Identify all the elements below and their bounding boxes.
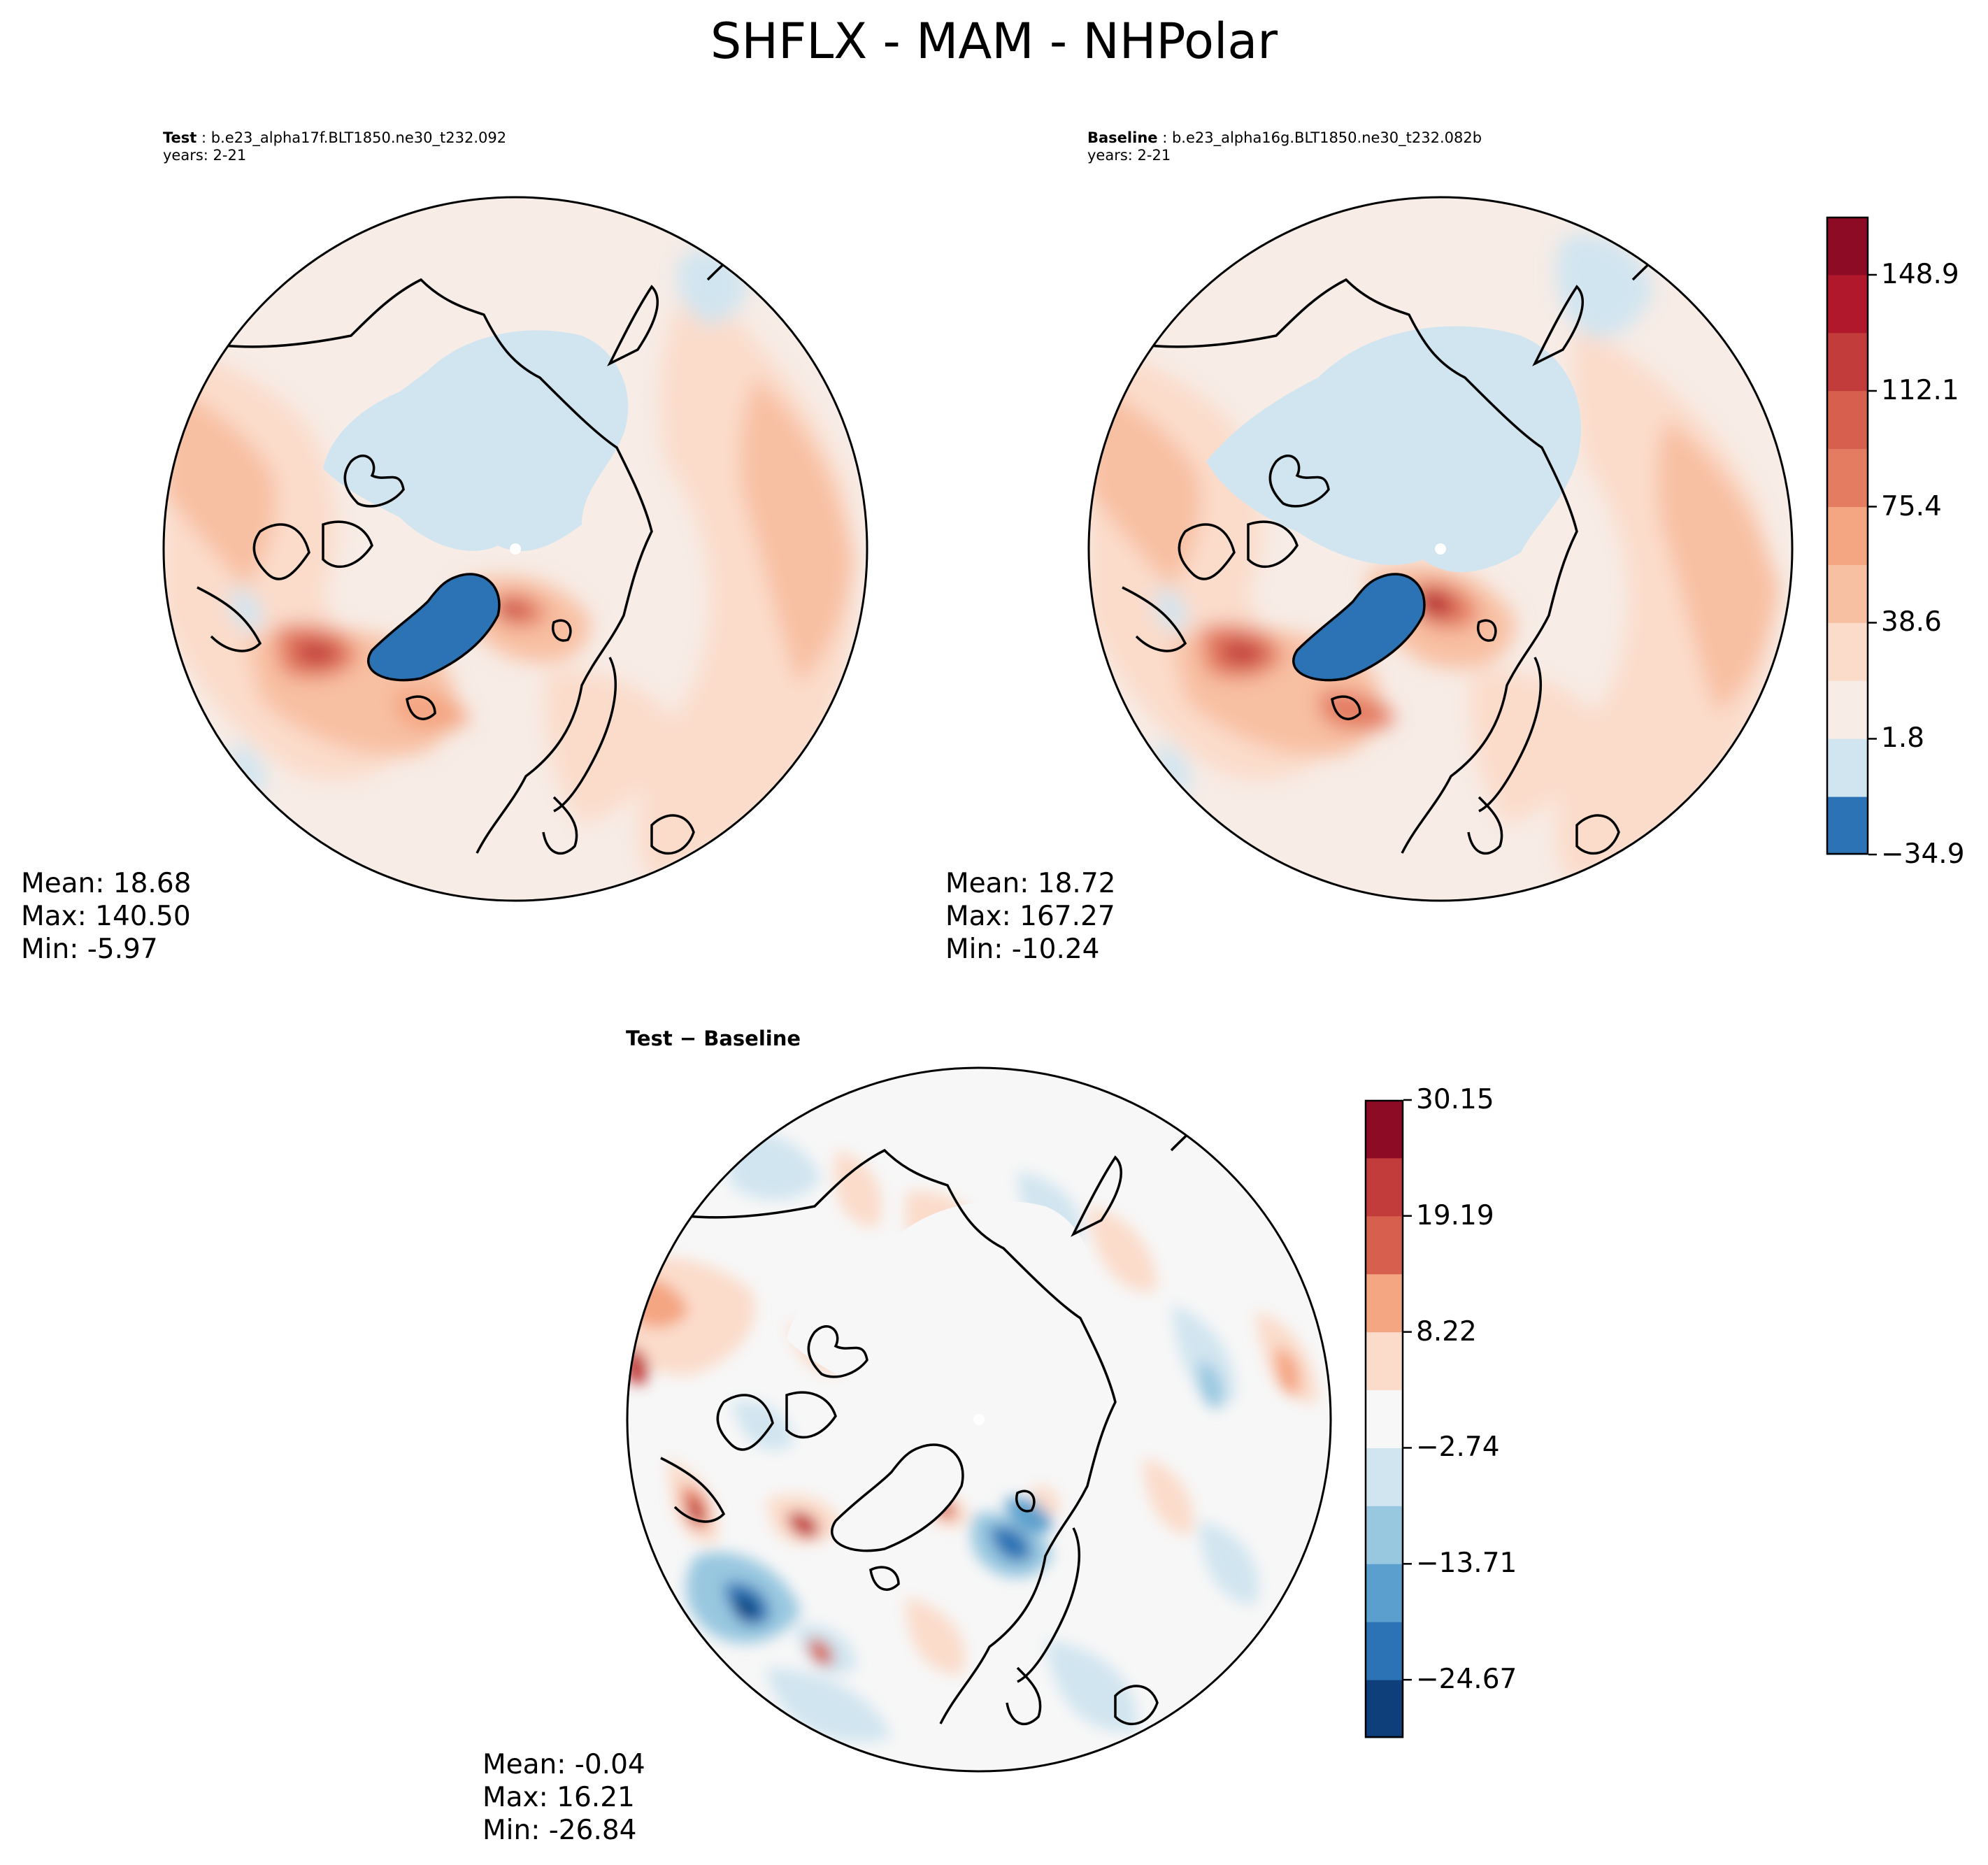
diff-map <box>626 1066 1332 1773</box>
main-colorbar-segment <box>1826 332 1868 392</box>
diff-colorbar-segment <box>1365 1622 1403 1680</box>
baseline-mean: Mean: 18.72 <box>945 868 1116 899</box>
diff-colorbar-segment <box>1365 1273 1403 1333</box>
main-colorbar-segment <box>1826 390 1868 450</box>
test-coastlines <box>196 243 750 855</box>
baseline-max: Max: 167.27 <box>945 901 1115 932</box>
figure-title: SHFLX - MAM - NHPolar <box>710 13 1278 70</box>
test-map-border <box>162 196 868 902</box>
main-colorbar-labels: 148.9 112.1 75.4 38.6 1.8 −34.9 <box>1881 217 1986 868</box>
main-colorbar-segment <box>1826 564 1868 623</box>
diff-map-border <box>626 1066 1332 1773</box>
diff-colorbar-segment <box>1365 1564 1403 1622</box>
main-colorbar <box>1826 216 1877 856</box>
main-colorbar-tick-label: 75.4 <box>1881 490 1942 522</box>
diff-coastlines <box>660 1114 1214 1725</box>
diff-stats: Mean: -0.04 Max: 16.21 Min: -26.84 <box>482 1748 645 1847</box>
baseline-stats: Mean: 18.72 Max: 167.27 Min: -10.24 <box>945 867 1115 966</box>
diff-colorbar-segment <box>1365 1331 1403 1391</box>
test-min: Min: -5.97 <box>21 934 158 965</box>
test-mean: Mean: 18.68 <box>21 868 192 899</box>
main-colorbar-segment <box>1826 738 1868 797</box>
main-colorbar-segment <box>1826 622 1868 681</box>
test-map <box>162 196 868 902</box>
diff-min: Min: -26.84 <box>482 1815 637 1846</box>
main-colorbar-segment <box>1826 796 1868 855</box>
diff-max: Max: 16.21 <box>482 1782 635 1813</box>
baseline-min: Min: -10.24 <box>945 934 1100 965</box>
diff-greenland-region <box>831 1445 963 1551</box>
diff-colorbar-tick-label: −24.67 <box>1416 1664 1517 1696</box>
baseline-map-border <box>1087 196 1794 902</box>
diff-colorbar-tick-label: 19.19 <box>1416 1199 1494 1231</box>
main-colorbar-segment <box>1826 680 1868 739</box>
baseline-panel-title: Baseline : b.e23_alpha16g.BLT1850.ne30_t… <box>1087 129 1482 164</box>
diff-colorbar-segment <box>1365 1506 1403 1564</box>
baseline-title-label: Baseline <box>1087 129 1158 146</box>
diff-panel-title: Test − Baseline <box>626 1027 801 1050</box>
main-colorbar-segment <box>1826 506 1868 565</box>
diff-colorbar-tick-label: −2.74 <box>1416 1431 1500 1464</box>
test-title-label: Test <box>163 129 197 146</box>
main-colorbar-tick-label: −34.9 <box>1881 838 1965 870</box>
diff-colorbar-tick-label: −13.71 <box>1416 1548 1517 1580</box>
baseline-map-fields <box>1089 234 1780 885</box>
diff-colorbar-segment <box>1365 1680 1403 1738</box>
baseline-pole-marker <box>1435 543 1446 555</box>
diff-pole-marker <box>973 1414 985 1425</box>
diff-colorbar-segment <box>1365 1448 1403 1506</box>
diff-colorbar-segment <box>1365 1389 1403 1448</box>
baseline-case-name: b.e23_alpha16g.BLT1850.ne30_t232.082b <box>1171 129 1482 146</box>
baseline-years: years: 2-21 <box>1087 147 1171 164</box>
test-panel-title: Test : b.e23_alpha17f.BLT1850.ne30_t232.… <box>163 129 507 164</box>
main-colorbar-tick-label: 1.8 <box>1881 722 1925 755</box>
test-stats: Mean: 18.68 Max: 140.50 Min: -5.97 <box>21 867 191 966</box>
diff-colorbar-segment <box>1365 1100 1403 1159</box>
diff-colorbar-border <box>1364 1099 1404 1738</box>
main-colorbar-tick-label: 112.1 <box>1881 374 1959 406</box>
baseline-coastlines <box>1122 243 1675 855</box>
test-years: years: 2-21 <box>163 147 247 164</box>
baseline-greenland-region <box>1293 574 1424 680</box>
test-max: Max: 140.50 <box>21 901 191 932</box>
baseline-arctic-ice-region <box>1206 326 1582 573</box>
test-greenland-region <box>368 574 499 680</box>
main-colorbar-segment <box>1826 274 1868 334</box>
diff-mean: Mean: -0.04 <box>482 1749 645 1780</box>
diff-colorbar-tick-label: 30.15 <box>1416 1084 1494 1115</box>
test-pole-marker <box>510 543 521 555</box>
diff-colorbar-segment <box>1365 1157 1403 1217</box>
diff-colorbar-segment <box>1365 1215 1403 1275</box>
test-case-name: b.e23_alpha17f.BLT1850.ne30_t232.092 <box>210 129 507 146</box>
baseline-map <box>1087 196 1794 902</box>
diff-colorbar <box>1364 1099 1412 1738</box>
main-colorbar-segment <box>1826 448 1868 508</box>
main-colorbar-border <box>1826 216 1869 855</box>
main-colorbar-segment <box>1826 217 1868 276</box>
main-colorbar-tick-label: 38.6 <box>1881 606 1942 638</box>
diff-colorbar-tick-label: 8.22 <box>1416 1315 1477 1348</box>
main-colorbar-tick-label: 148.9 <box>1881 258 1959 290</box>
diff-colorbar-labels: 30.15 19.19 8.22 −2.74 −13.71 −24.67 <box>1416 1086 1542 1738</box>
